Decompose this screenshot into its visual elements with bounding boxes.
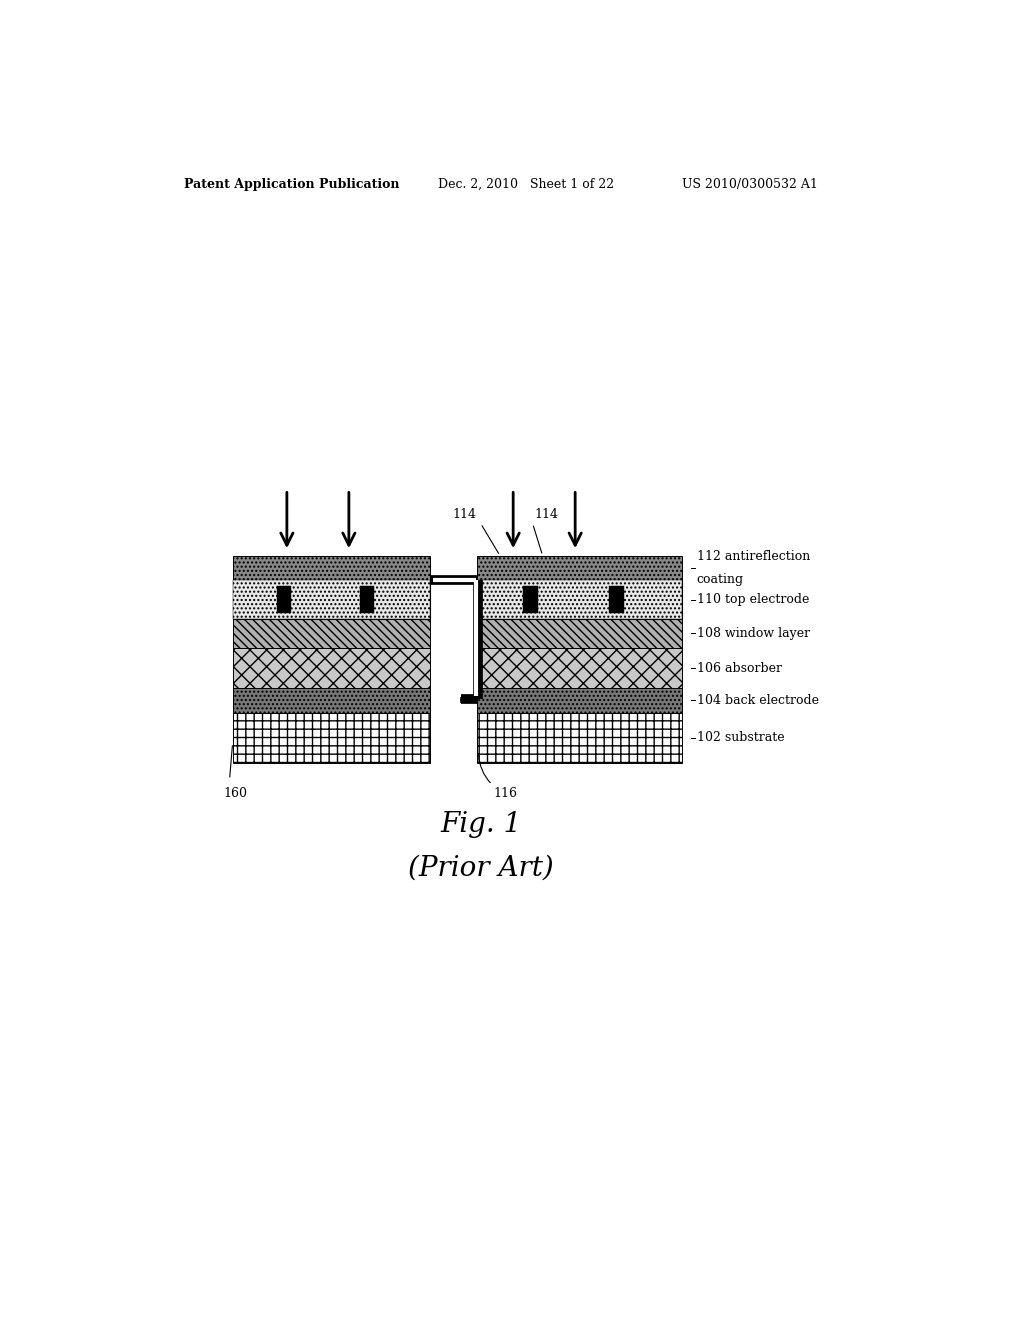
- Bar: [477, 688, 682, 713]
- Text: 106 absorber: 106 absorber: [697, 661, 782, 675]
- Bar: [232, 581, 430, 619]
- Bar: [232, 713, 430, 763]
- Bar: [477, 648, 682, 688]
- Bar: [477, 581, 682, 619]
- Bar: [232, 619, 430, 648]
- Bar: [477, 556, 682, 581]
- Text: 102 substrate: 102 substrate: [697, 731, 784, 744]
- Bar: [276, 586, 292, 614]
- Text: 114: 114: [535, 508, 558, 521]
- Text: 160: 160: [223, 788, 248, 800]
- Text: 104 back electrode: 104 back electrode: [697, 694, 819, 708]
- Bar: [460, 697, 477, 701]
- Bar: [232, 556, 430, 581]
- Text: 112 antireflection: 112 antireflection: [697, 549, 810, 562]
- Text: US 2010/0300532 A1: US 2010/0300532 A1: [682, 178, 818, 190]
- Text: 114: 114: [453, 508, 477, 521]
- Bar: [232, 688, 430, 713]
- Bar: [523, 586, 538, 614]
- Text: coating: coating: [697, 573, 744, 586]
- Text: Dec. 2, 2010   Sheet 1 of 22: Dec. 2, 2010 Sheet 1 of 22: [438, 178, 614, 190]
- Bar: [232, 581, 430, 619]
- Bar: [359, 586, 375, 614]
- Bar: [232, 648, 430, 688]
- Text: (Prior Art): (Prior Art): [408, 855, 554, 882]
- Bar: [477, 713, 682, 763]
- Bar: [477, 581, 682, 619]
- Text: Fig. 1: Fig. 1: [440, 810, 521, 838]
- Bar: [609, 586, 624, 614]
- Text: 110 top electrode: 110 top electrode: [697, 593, 809, 606]
- Bar: [477, 619, 682, 648]
- Text: Patent Application Publication: Patent Application Publication: [183, 178, 399, 190]
- Text: 116: 116: [478, 754, 518, 800]
- Text: 108 window layer: 108 window layer: [697, 627, 810, 640]
